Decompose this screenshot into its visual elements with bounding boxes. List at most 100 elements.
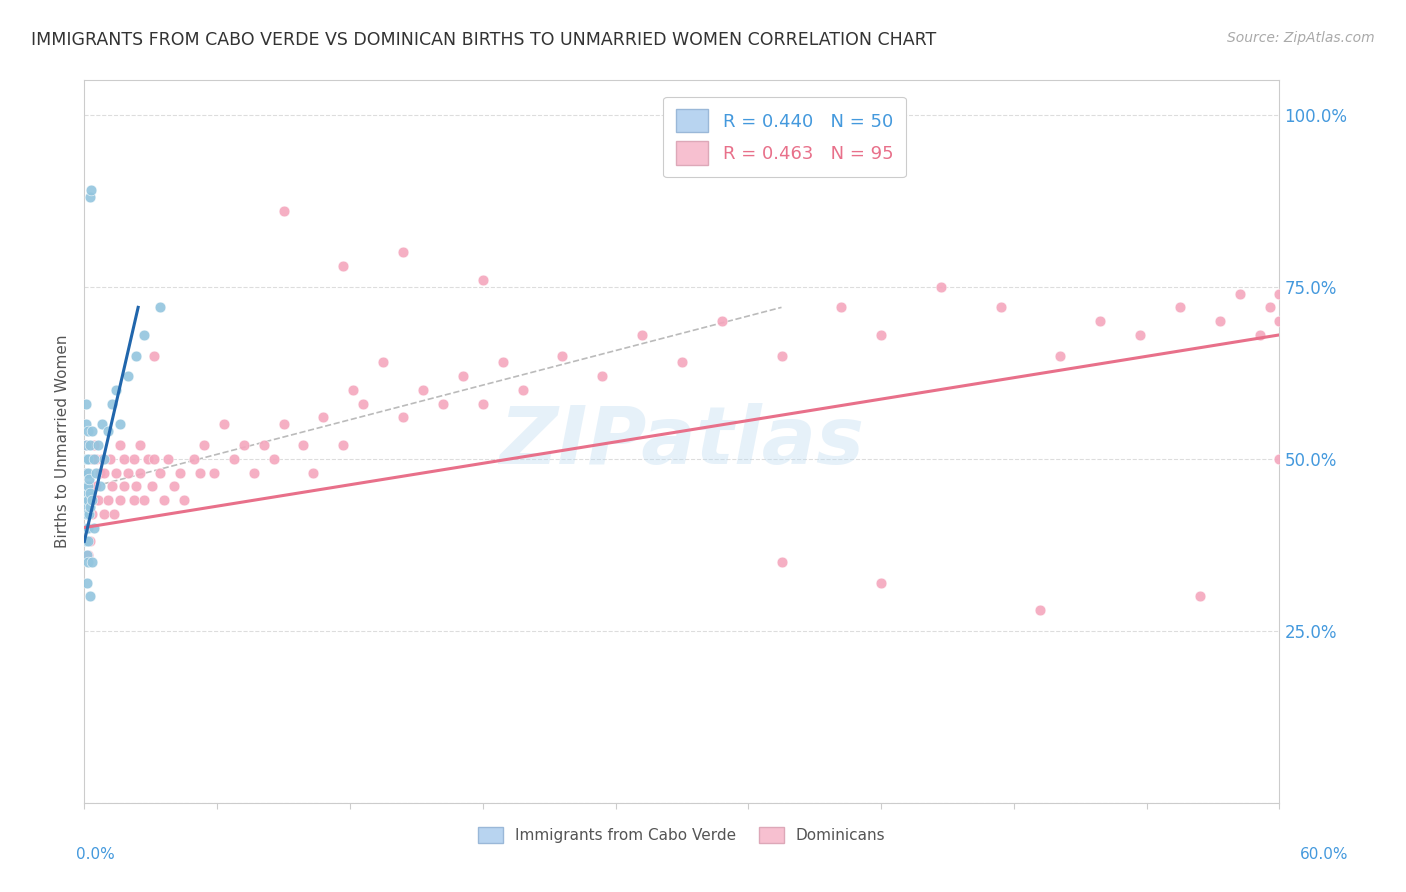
Point <box>77 493 100 508</box>
Point <box>551 349 574 363</box>
Point <box>75 493 97 508</box>
Point <box>202 466 225 480</box>
Point <box>75 534 97 549</box>
Point <box>75 466 97 480</box>
Point <box>110 493 132 508</box>
Point <box>1308 438 1330 452</box>
Point <box>412 383 434 397</box>
Point <box>292 438 315 452</box>
Point <box>1168 301 1191 315</box>
Point <box>75 417 97 432</box>
Point <box>93 451 115 466</box>
Point <box>149 466 172 480</box>
Point <box>83 451 105 466</box>
Point <box>870 575 893 590</box>
Point <box>273 204 295 219</box>
Point <box>273 417 295 432</box>
Point <box>79 590 101 604</box>
Point <box>471 397 494 411</box>
Point <box>75 507 97 521</box>
Point <box>75 438 97 452</box>
Point <box>79 500 101 514</box>
Point <box>1288 451 1310 466</box>
Point <box>149 301 172 315</box>
Point <box>1090 314 1112 328</box>
Text: IMMIGRANTS FROM CABO VERDE VS DOMINICAN BIRTHS TO UNMARRIED WOMEN CORRELATION CH: IMMIGRANTS FROM CABO VERDE VS DOMINICAN … <box>31 31 936 49</box>
Point <box>1268 314 1291 328</box>
Point <box>91 451 114 466</box>
Point <box>98 451 121 466</box>
Point <box>80 183 103 197</box>
Point <box>77 424 100 438</box>
Point <box>1258 301 1281 315</box>
Point <box>79 472 101 486</box>
Point <box>79 534 101 549</box>
Point <box>82 451 104 466</box>
Point <box>112 479 135 493</box>
Point <box>97 424 120 438</box>
Point <box>870 327 893 342</box>
Point <box>86 466 108 480</box>
Point <box>75 479 97 493</box>
Point <box>153 493 176 508</box>
Point <box>512 383 534 397</box>
Point <box>75 451 97 466</box>
Point <box>132 493 156 508</box>
Point <box>77 451 100 466</box>
Point <box>232 438 254 452</box>
Point <box>136 451 159 466</box>
Point <box>212 417 235 432</box>
Point <box>1209 314 1232 328</box>
Point <box>76 486 98 500</box>
Point <box>79 451 101 466</box>
Point <box>125 349 148 363</box>
Point <box>770 349 793 363</box>
Point <box>83 438 105 452</box>
Point <box>132 327 156 342</box>
Point <box>929 279 952 293</box>
Point <box>1029 603 1052 617</box>
Point <box>263 451 285 466</box>
Point <box>76 575 98 590</box>
Point <box>82 424 104 438</box>
Point <box>87 493 110 508</box>
Point <box>143 349 166 363</box>
Point <box>103 507 125 521</box>
Point <box>990 301 1012 315</box>
Point <box>75 438 97 452</box>
Point <box>222 451 245 466</box>
Text: ZIPatlas: ZIPatlas <box>499 402 865 481</box>
Point <box>193 438 215 452</box>
Point <box>86 451 108 466</box>
Point <box>471 273 494 287</box>
Point <box>129 438 152 452</box>
Point <box>75 397 97 411</box>
Point <box>89 479 111 493</box>
Point <box>110 417 132 432</box>
Point <box>101 397 124 411</box>
Text: Source: ZipAtlas.com: Source: ZipAtlas.com <box>1227 31 1375 45</box>
Point <box>1268 451 1291 466</box>
Point <box>82 555 104 569</box>
Y-axis label: Births to Unmarried Women: Births to Unmarried Women <box>55 334 70 549</box>
Point <box>79 438 101 452</box>
Point <box>830 301 852 315</box>
Point <box>77 555 100 569</box>
Point <box>97 493 120 508</box>
Point <box>82 507 104 521</box>
Point <box>117 369 139 384</box>
Point <box>110 438 132 452</box>
Point <box>312 410 335 425</box>
Point <box>173 493 195 508</box>
Point <box>352 397 374 411</box>
Point <box>710 314 733 328</box>
Point <box>1298 466 1320 480</box>
Point <box>143 451 166 466</box>
Point <box>105 466 128 480</box>
Text: 0.0%: 0.0% <box>76 847 115 862</box>
Point <box>770 555 793 569</box>
Point <box>125 479 148 493</box>
Point <box>76 520 98 534</box>
Point <box>1188 590 1211 604</box>
Point <box>1268 286 1291 301</box>
